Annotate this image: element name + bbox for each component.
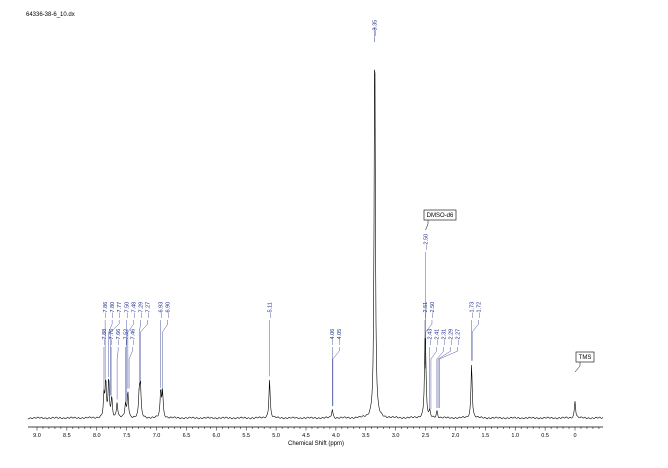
peak-label: —4.05 (337, 329, 343, 345)
x-tick-label: 7.0 (153, 433, 161, 439)
peak-label: —7.66 (116, 329, 122, 345)
x-tick-label: 0 (573, 433, 576, 439)
x-tick-label: 6.0 (213, 433, 221, 439)
solvent-annotation: DMSO-d6 (423, 209, 457, 231)
annotation-leader (574, 362, 581, 373)
solvent-annotations: DMSO-d6 TMS (423, 209, 595, 373)
annotation-text: TMS (579, 355, 592, 361)
x-tick-label: 4.5 (302, 433, 310, 439)
peak-label-leader (332, 347, 340, 407)
peak-label: —3.35 (373, 20, 379, 36)
spectrum-trace (27, 69, 604, 420)
x-tick-label: 3.5 (362, 433, 370, 439)
x-tick-label: 5.0 (272, 433, 280, 439)
peak-label-leaders (103, 27, 479, 410)
peak-label-leader (430, 347, 437, 410)
peak-label: —7.29 (138, 302, 144, 318)
peak-label: —2.50 (430, 302, 436, 318)
peak-label: —6.93 (159, 302, 165, 318)
peak-label-leader (108, 320, 113, 377)
x-tick-label: 8.5 (63, 433, 71, 439)
x-tick-label: 3.0 (392, 433, 400, 439)
peak-label: —7.46 (130, 329, 136, 345)
annotation-leader (425, 220, 429, 231)
annotation-text: DMSO-d6 (427, 213, 454, 219)
peak-label: —5.11 (267, 302, 273, 318)
peak-label-leader (128, 347, 133, 389)
x-tick-label: 2.5 (422, 433, 430, 439)
peak-label-leader (437, 347, 451, 409)
peak-label-leader (110, 320, 120, 396)
peak-label: —7.77 (117, 302, 123, 318)
x-tick-label: 8.0 (93, 433, 101, 439)
peak-label: —6.90 (166, 302, 172, 318)
annotation-box (423, 209, 457, 221)
peak-label-leader (439, 347, 458, 409)
peak-label: —4.06 (330, 329, 336, 345)
file-name: 64336-38-6_10.dx (26, 12, 75, 18)
peak-label: —2.27 (456, 329, 462, 345)
peak-label: —2.50 (423, 234, 429, 250)
peak-label: —2.41 (435, 329, 441, 345)
peak-label: —1.73 (469, 302, 475, 318)
x-tick-label: 5.5 (242, 433, 250, 439)
peak-label: —7.27 (145, 302, 151, 318)
peak-labels: —7.88 —7.86 —7.80 —7.76 —7.77 —7.66 —7.52 —7.50… (102, 20, 483, 345)
x-tick-label: 0.5 (541, 433, 549, 439)
x-tick-label: 1.5 (482, 433, 490, 439)
peak-label: —7.88 (102, 329, 108, 345)
annotation-box (575, 351, 595, 363)
peak-label: —2.43 (428, 329, 434, 345)
x-tick-label: 6.5 (183, 433, 191, 439)
peak-label: —7.86 (103, 302, 109, 318)
peak-label: —2.31 (442, 329, 448, 345)
peak-label-leader (162, 320, 168, 390)
peak-label-leader (127, 320, 134, 389)
x-tick-label: 1.0 (511, 433, 519, 439)
peak-label: —7.48 (131, 302, 137, 318)
peak-label: —2.29 (449, 329, 455, 345)
peak-label: —7.52 (123, 329, 129, 345)
peak-label: —7.80 (110, 302, 116, 318)
x-tick-label: 7.5 (123, 433, 131, 439)
peak-label-leader (471, 320, 479, 361)
x-axis-label: Chemical Shift (ppm) (288, 441, 344, 447)
peak-label: —7.76 (109, 329, 115, 345)
peak-label: —2.51 (423, 302, 429, 318)
peak-label-leader (116, 347, 119, 400)
peak-label-leader (139, 320, 141, 391)
peak-label: —1.72 (476, 302, 482, 318)
x-axis: 9.0 8.5 8.0 7.5 7.0 6.5 6.0 5.5 5.0 4.5 4.0 3.5 3.0 2… (28, 426, 603, 439)
peak-label-leader (436, 347, 444, 409)
x-tick-label: 9.0 (33, 433, 41, 439)
peak-label-leader (140, 320, 148, 384)
x-tick-label: 2.0 (452, 433, 460, 439)
peak-label: —7.50 (124, 302, 130, 318)
solvent-annotation: TMS (574, 351, 595, 373)
x-tick-label: 4.0 (332, 433, 340, 439)
